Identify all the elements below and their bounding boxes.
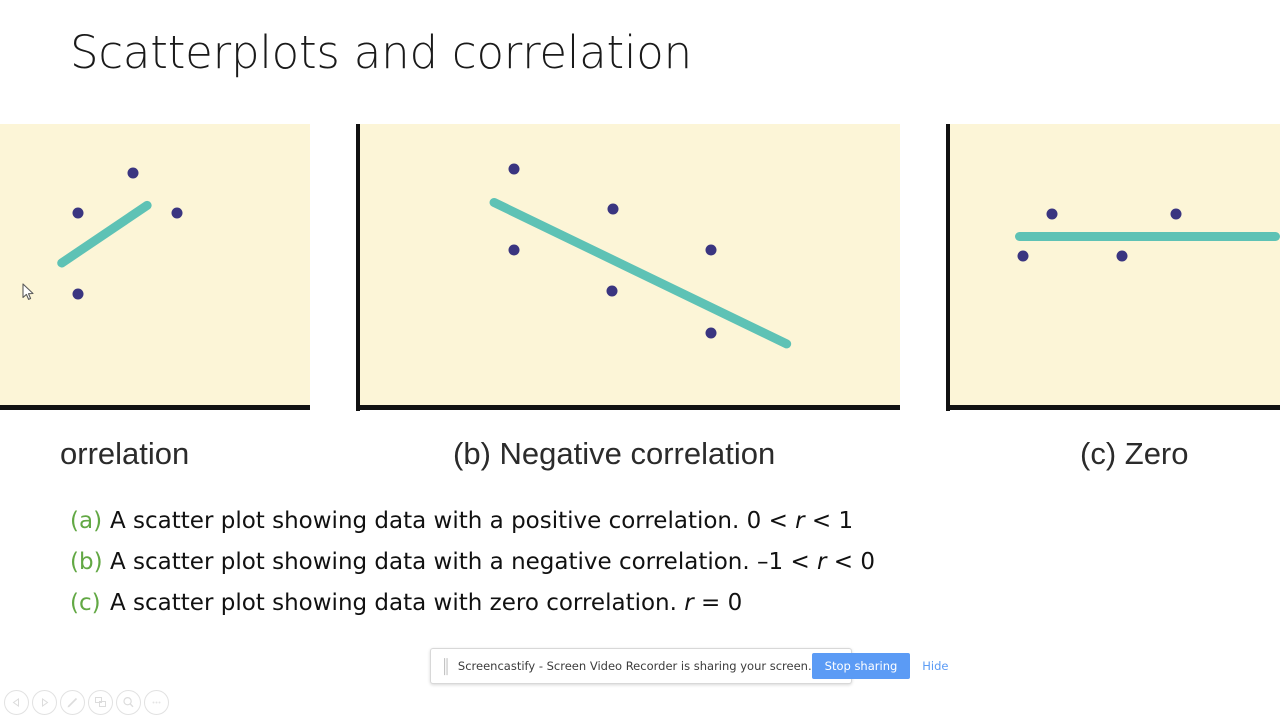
slide-grid-button[interactable] <box>88 690 113 715</box>
caption-row-a: (a) A scatter plot showing data with a p… <box>70 508 1190 534</box>
screen-share-message: Screencastify - Screen Video Recorder is… <box>457 659 812 673</box>
caption-row-c: (c) A scatter plot showing data with zer… <box>70 590 1190 616</box>
caption-text-b: A scatter plot showing data with a negat… <box>110 549 875 575</box>
caption-text-c: A scatter plot showing data with zero co… <box>110 590 742 616</box>
presentation-toolbar <box>4 690 169 715</box>
data-point <box>606 285 618 297</box>
panel-caption-negative: (b) Negative correlation <box>453 436 776 471</box>
data-point <box>1116 250 1128 262</box>
stop-sharing-button[interactable]: Stop sharing <box>811 653 911 679</box>
page-title: Scatterplots and correlation <box>70 26 692 79</box>
next-slide-button[interactable] <box>32 690 57 715</box>
data-point <box>508 163 520 175</box>
caption-lead-b: A scatter plot showing data with a negat… <box>110 549 818 575</box>
plot-area-zero <box>950 124 1280 409</box>
panel-negative-correlation: (b) Negative correlation <box>356 120 902 480</box>
magnifier-icon <box>123 696 134 708</box>
caption-lead-c: A scatter plot showing data with zero co… <box>110 590 685 616</box>
data-point <box>72 288 84 300</box>
triangle-left-icon <box>12 698 19 707</box>
x-axis-negative <box>356 405 900 410</box>
plot-area-positive <box>0 124 310 409</box>
panel-zero-correlation: (c) Zero <box>946 120 1280 480</box>
data-point <box>1046 208 1058 220</box>
caption-variable-b: r <box>817 549 827 575</box>
hide-button[interactable]: Hide <box>922 659 949 673</box>
caption-text-a: A scatter plot showing data with a posit… <box>110 508 853 534</box>
screen-share-notification-bar: ║ Screencastify - Screen Video Recorder … <box>430 648 949 684</box>
data-point <box>1170 208 1182 220</box>
previous-slide-button[interactable] <box>4 690 29 715</box>
data-point <box>171 207 183 219</box>
pen-tool-button[interactable] <box>60 690 85 715</box>
panel-positive-correlation: orrelation <box>0 120 320 480</box>
figure-band: orrelation (b) Negative correlation (c) … <box>0 120 1280 480</box>
data-point <box>127 167 139 179</box>
caption-marker-c: (c) <box>70 590 101 616</box>
caption-tail-c: = 0 <box>693 590 743 616</box>
caption-variable-a: r <box>795 508 805 534</box>
y-axis-negative <box>356 124 360 411</box>
data-point <box>705 327 717 339</box>
drag-handle-icon[interactable]: ║ <box>441 658 451 674</box>
data-point <box>705 244 717 256</box>
pen-icon <box>67 697 78 708</box>
trend-line-zero <box>1015 232 1280 241</box>
caption-variable-c: r <box>684 590 694 616</box>
caption-marker-b: (b) <box>70 549 103 575</box>
x-axis-positive <box>0 405 310 410</box>
caption-marker-a: (a) <box>70 508 103 534</box>
ellipsis-icon <box>152 701 161 704</box>
grid-icon <box>95 697 106 707</box>
data-point <box>607 203 619 215</box>
caption-tail-a: < 1 <box>804 508 854 534</box>
x-axis-zero <box>946 405 1280 410</box>
zoom-button[interactable] <box>116 690 141 715</box>
data-point <box>72 207 84 219</box>
triangle-right-icon <box>42 698 49 707</box>
panel-caption-positive: orrelation <box>60 436 190 471</box>
caption-tail-b: < 0 <box>826 549 876 575</box>
caption-lead-a: A scatter plot showing data with a posit… <box>110 508 796 534</box>
y-axis-zero <box>946 124 950 411</box>
caption-list: (a) A scatter plot showing data with a p… <box>70 508 1190 631</box>
more-options-button[interactable] <box>144 690 169 715</box>
data-point <box>1017 250 1029 262</box>
caption-row-b: (b) A scatter plot showing data with a n… <box>70 549 1190 575</box>
data-point <box>508 244 520 256</box>
panel-caption-zero: (c) Zero <box>1080 436 1189 471</box>
